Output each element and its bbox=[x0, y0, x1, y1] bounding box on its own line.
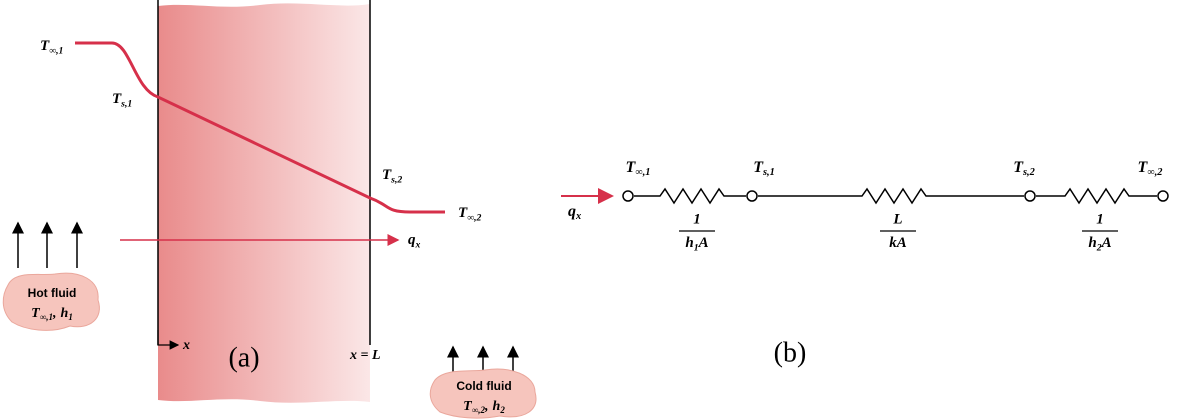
node-label: Ts,2 bbox=[1013, 159, 1035, 179]
symbol: h bbox=[493, 399, 501, 414]
diagram: T∞,1Ts,1Ts,2T∞,2qxxx = L(a)Hot fluidT∞,1… bbox=[0, 0, 1185, 419]
fluid-name: Cold fluid bbox=[456, 379, 511, 393]
numerator: L bbox=[892, 211, 902, 227]
subscript: s,2 bbox=[1022, 167, 1035, 178]
fluid-properties: T∞,2,h2 bbox=[463, 399, 505, 415]
subscript: x bbox=[415, 240, 421, 251]
heat-flux-label: qx bbox=[408, 232, 421, 250]
symbol: h bbox=[685, 235, 693, 251]
temperature-label: Ts,2 bbox=[382, 167, 402, 185]
heat-flux-label: qx bbox=[568, 203, 581, 223]
denominator: h1A bbox=[685, 235, 708, 253]
node-label: T∞,1 bbox=[626, 159, 651, 179]
subscript: 1 bbox=[68, 312, 73, 322]
subscript: s,1 bbox=[120, 99, 132, 110]
subscript: ∞,1 bbox=[635, 167, 650, 178]
node-label: Ts,1 bbox=[753, 159, 775, 179]
caption: (b) bbox=[774, 337, 807, 368]
denominator: kA bbox=[889, 235, 907, 251]
suffix: A bbox=[698, 235, 709, 251]
symbol: q bbox=[568, 203, 576, 220]
subscript: s,2 bbox=[390, 175, 402, 186]
thermal-circuit bbox=[634, 189, 1157, 203]
symbol: h bbox=[61, 306, 69, 321]
caption: (a) bbox=[228, 342, 259, 373]
numerator: 1 bbox=[693, 211, 701, 227]
temperature-label: Ts,1 bbox=[112, 91, 132, 109]
separator: , bbox=[52, 306, 57, 321]
numerator: 1 bbox=[1096, 211, 1104, 227]
suffix: A bbox=[1101, 235, 1112, 251]
subscript: x bbox=[575, 211, 581, 222]
temperature-label: T∞,2 bbox=[458, 205, 482, 223]
subscript: 2 bbox=[499, 405, 505, 415]
denominator: h2A bbox=[1088, 235, 1111, 253]
page: T∞,1Ts,1Ts,2T∞,2qxxx = L(a)Hot fluidT∞,1… bbox=[0, 0, 1185, 419]
subscript: ∞,1 bbox=[49, 46, 63, 57]
subscript: ∞,1 bbox=[40, 312, 53, 322]
x-axis-label: x bbox=[182, 338, 190, 353]
temperature-label: T∞,1 bbox=[40, 38, 63, 56]
wall-end-label: x = L bbox=[349, 348, 381, 363]
symbol: kA bbox=[889, 235, 907, 251]
subscript: ∞,2 bbox=[1147, 167, 1162, 178]
subscript: ∞,2 bbox=[467, 213, 481, 224]
fluid-name: Hot fluid bbox=[28, 286, 77, 300]
node-label: T∞,2 bbox=[1138, 159, 1163, 179]
separator: , bbox=[484, 399, 489, 414]
subscript: s,1 bbox=[762, 167, 775, 178]
subscript: ∞,2 bbox=[472, 405, 486, 415]
symbol: h bbox=[1088, 235, 1096, 251]
